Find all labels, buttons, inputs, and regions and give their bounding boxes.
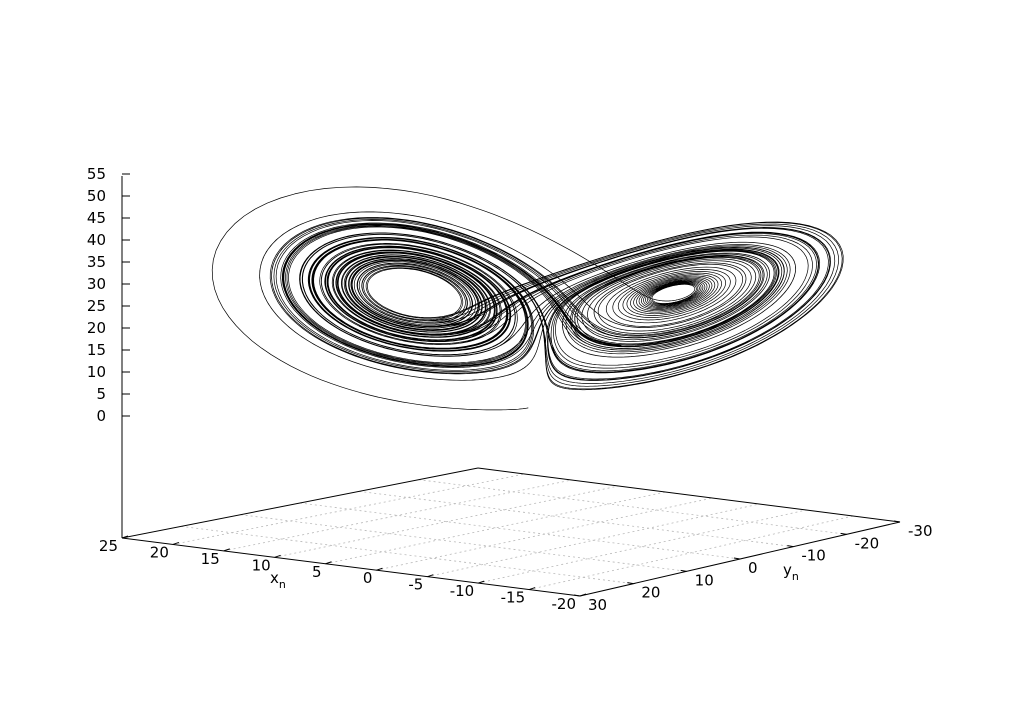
x-tick-label: 25 <box>99 537 118 555</box>
y-tick-label: 10 <box>695 571 714 589</box>
y-ticks: 30 20 10 0 -10 -20 -30 <box>573 520 933 614</box>
grid-line-x <box>223 479 572 552</box>
x-tick-mark <box>376 567 383 571</box>
y-tick-mark <box>733 557 741 560</box>
x-tick-label: 5 <box>312 563 322 581</box>
x-tick-mark <box>528 587 536 591</box>
grid-line-x <box>325 491 666 565</box>
x-tick-label: -5 <box>408 576 423 594</box>
grid-line-x <box>274 485 619 558</box>
x-tick-label: 20 <box>150 543 169 561</box>
x-tick-mark <box>478 580 485 584</box>
z-tick-label: 35 <box>87 253 106 271</box>
y-tick-label: -30 <box>908 522 933 540</box>
x-tick-mark <box>427 574 434 578</box>
grid-line-y <box>299 502 741 560</box>
z-tick-label: 25 <box>87 297 106 315</box>
x-tick-mark <box>121 535 129 539</box>
y-tick-mark <box>893 520 901 523</box>
z-tick-label: 40 <box>87 231 106 249</box>
x-tick-label: -15 <box>501 589 526 607</box>
z-tick-label: 10 <box>87 363 106 381</box>
y-tick-label: 30 <box>588 596 607 614</box>
grid-line-x <box>529 515 854 590</box>
z-tick-label: 30 <box>87 275 106 293</box>
grid-line-x <box>172 473 525 545</box>
x-axis-label: xn <box>270 569 286 591</box>
x-tick-label: 15 <box>201 550 220 568</box>
y-tick-label: 0 <box>748 559 758 577</box>
z-tick-label: 15 <box>87 341 106 359</box>
x-axis-line <box>121 537 581 597</box>
base-plane-grid <box>172 473 854 590</box>
grid-line-y <box>181 525 634 585</box>
z-tick-label: 50 <box>87 187 106 205</box>
z-ticks: 0 5 10 15 20 25 30 35 40 45 50 55 <box>87 165 130 425</box>
x-tick-mark <box>172 541 180 545</box>
y-axis-label: yn <box>783 561 799 583</box>
y-tick-mark <box>573 594 581 597</box>
z-tick-label: 0 <box>96 407 106 425</box>
x-tick-label: 0 <box>363 569 373 587</box>
x-tick-label: -10 <box>450 582 475 600</box>
axes <box>121 176 901 597</box>
y-tick-label: -10 <box>801 547 826 565</box>
y-tick-mark <box>787 545 794 548</box>
y-tick-label: -20 <box>855 534 880 552</box>
x-tick-mark <box>325 561 332 565</box>
x-tick-label: -20 <box>552 595 577 613</box>
back-left-edge <box>121 467 479 539</box>
x-tick-mark <box>223 548 230 552</box>
x-ticks: 25 20 15 10 5 0 -5 -10 -15 -20 <box>99 535 587 613</box>
y-tick-mark <box>840 532 847 535</box>
z-tick-label: 45 <box>87 209 106 227</box>
back-right-edge <box>477 467 901 523</box>
z-tick-label: 20 <box>87 319 106 337</box>
y-tick-mark <box>680 569 687 572</box>
z-tick-label: 55 <box>87 165 106 183</box>
x-tick-label: 10 <box>252 556 271 574</box>
attractor-trajectory <box>211 186 844 411</box>
x-tick-mark <box>274 554 281 558</box>
grid-line-y <box>240 514 687 572</box>
y-tick-label: 20 <box>641 584 660 602</box>
y-tick-mark <box>627 582 634 585</box>
x-tick-mark <box>579 593 587 597</box>
grid-line-y <box>418 479 847 535</box>
grid-line-x <box>427 503 760 578</box>
z-tick-label: 5 <box>96 385 106 403</box>
